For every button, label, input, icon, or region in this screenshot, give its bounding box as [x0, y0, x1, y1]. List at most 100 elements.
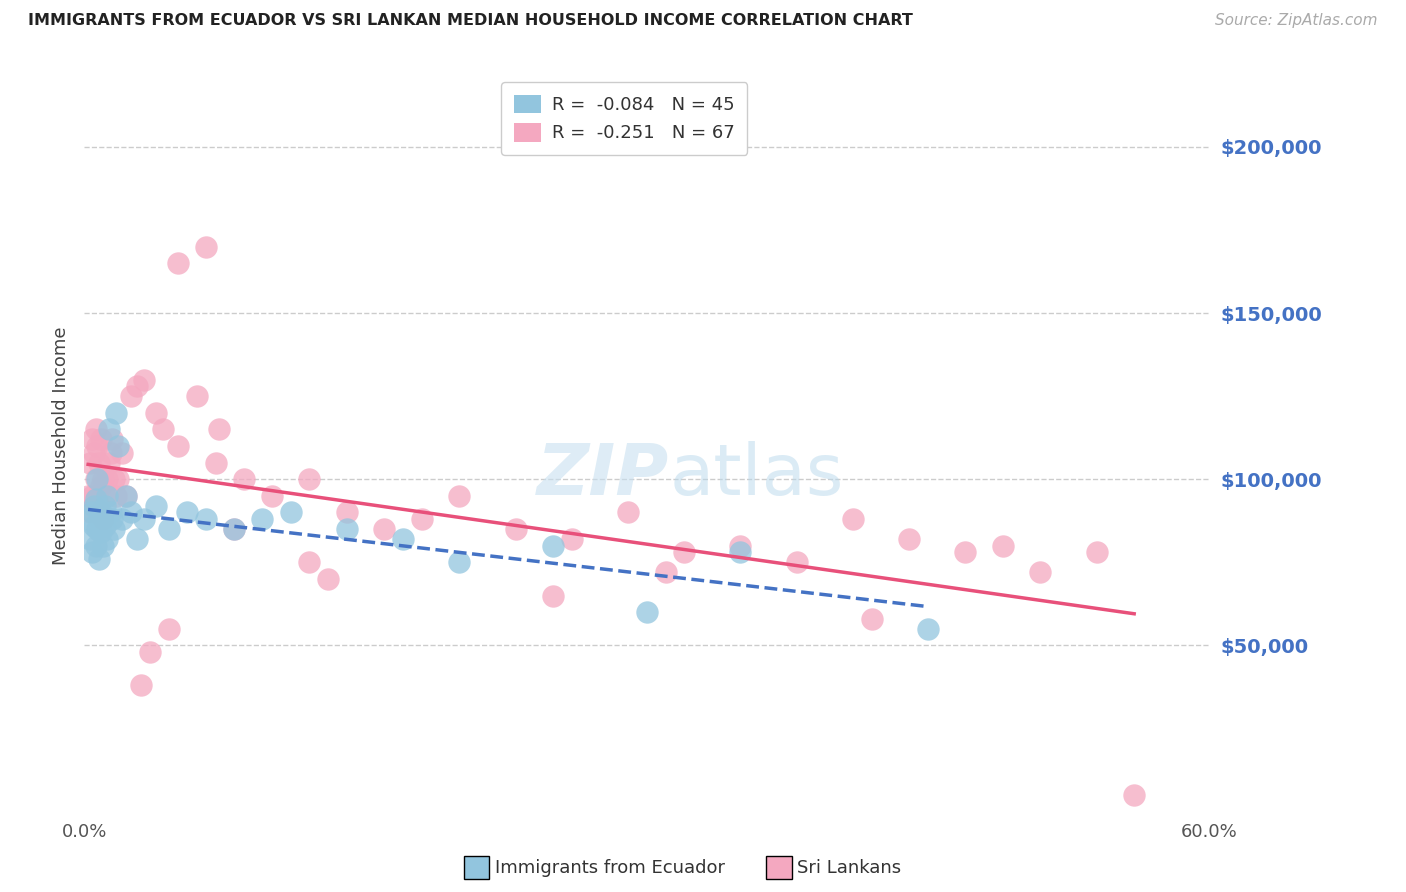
Point	[107, 472, 129, 486]
Point	[139, 645, 162, 659]
Point	[186, 389, 208, 403]
Point	[79, 506, 101, 520]
Point	[94, 489, 117, 503]
Point	[145, 499, 167, 513]
Point	[105, 406, 128, 420]
Point	[107, 439, 129, 453]
Point	[392, 532, 415, 546]
Point	[134, 512, 156, 526]
Point	[91, 512, 114, 526]
Point	[111, 445, 134, 459]
Point	[79, 456, 101, 470]
Point	[83, 445, 105, 459]
Point	[83, 499, 105, 513]
Point	[134, 372, 156, 386]
Point	[84, 492, 107, 507]
Point	[120, 506, 142, 520]
Point	[96, 472, 118, 486]
Point	[86, 489, 108, 503]
Text: Immigrants from Ecuador: Immigrants from Ecuador	[495, 859, 725, 877]
Point	[120, 389, 142, 403]
Point	[90, 525, 112, 540]
Point	[111, 512, 134, 526]
Point	[260, 489, 283, 503]
Point	[80, 545, 103, 559]
Point	[114, 489, 136, 503]
Point	[373, 522, 395, 536]
Point	[90, 506, 112, 520]
Point	[252, 512, 274, 526]
Point	[786, 555, 808, 569]
Point	[114, 489, 136, 503]
Point	[86, 439, 108, 453]
Point	[77, 489, 100, 503]
Point	[167, 256, 190, 270]
Point	[84, 472, 107, 486]
Point	[79, 532, 101, 546]
Y-axis label: Median Household Income: Median Household Income	[52, 326, 70, 566]
Point	[224, 522, 246, 536]
Point	[195, 512, 218, 526]
Point	[90, 479, 112, 493]
Point	[86, 522, 108, 536]
Point	[129, 678, 152, 692]
Point	[898, 532, 921, 546]
Point	[541, 589, 564, 603]
Point	[89, 512, 111, 526]
Point	[617, 506, 640, 520]
Point	[541, 539, 564, 553]
Point	[195, 239, 218, 253]
Point	[842, 512, 865, 526]
Point	[90, 433, 112, 447]
Point	[83, 518, 105, 533]
Point	[336, 522, 359, 536]
Point	[101, 512, 124, 526]
Point	[77, 512, 100, 526]
Point	[730, 539, 752, 553]
Point	[298, 472, 321, 486]
Point	[97, 456, 120, 470]
Point	[955, 545, 977, 559]
Point	[91, 512, 114, 526]
Point	[1029, 566, 1052, 580]
Point	[505, 522, 527, 536]
Point	[125, 532, 148, 546]
Point	[145, 406, 167, 420]
Point	[1085, 545, 1108, 559]
Point	[411, 512, 433, 526]
Text: ZIP: ZIP	[537, 441, 669, 509]
Point	[94, 499, 117, 513]
Point	[125, 379, 148, 393]
Point	[730, 545, 752, 559]
Text: IMMIGRANTS FROM ECUADOR VS SRI LANKAN MEDIAN HOUSEHOLD INCOME CORRELATION CHART: IMMIGRANTS FROM ECUADOR VS SRI LANKAN ME…	[28, 13, 912, 29]
Point	[208, 422, 231, 436]
Point	[89, 456, 111, 470]
Point	[89, 499, 111, 513]
Point	[96, 532, 118, 546]
Point	[224, 522, 246, 536]
Point	[83, 499, 105, 513]
Point	[860, 612, 883, 626]
Point	[204, 456, 226, 470]
Point	[80, 489, 103, 503]
Point	[101, 433, 124, 447]
Point	[80, 433, 103, 447]
Point	[86, 472, 108, 486]
Point	[176, 506, 198, 520]
Point	[280, 506, 302, 520]
Text: Sri Lankans: Sri Lankans	[797, 859, 901, 877]
Point	[157, 522, 180, 536]
Point	[654, 566, 676, 580]
Point	[152, 422, 174, 436]
Point	[97, 422, 120, 436]
Point	[91, 472, 114, 486]
Point	[167, 439, 190, 453]
Point	[917, 622, 939, 636]
Point	[298, 555, 321, 569]
Point	[89, 552, 111, 566]
Legend: R =  -0.084   N = 45, R =  -0.251   N = 67: R = -0.084 N = 45, R = -0.251 N = 67	[502, 82, 747, 155]
Point	[103, 472, 125, 486]
Point	[449, 489, 471, 503]
Point	[232, 472, 254, 486]
Point	[991, 539, 1014, 553]
